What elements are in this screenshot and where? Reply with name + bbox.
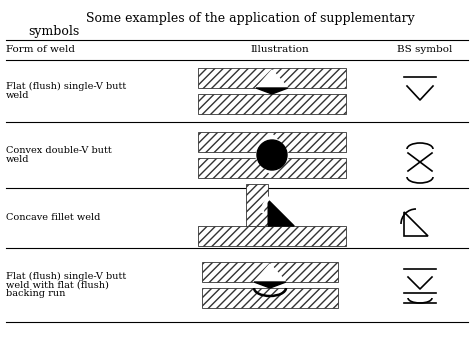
Polygon shape — [256, 158, 288, 176]
Text: symbols: symbols — [28, 25, 79, 38]
Text: Convex double-V butt: Convex double-V butt — [6, 146, 112, 155]
Bar — [198, 158, 346, 178]
Polygon shape — [254, 264, 286, 282]
Polygon shape — [268, 200, 294, 226]
Text: Flat (flush) single-V butt: Flat (flush) single-V butt — [6, 82, 126, 91]
Text: Some examples of the application of supplementary: Some examples of the application of supp… — [86, 12, 414, 25]
Polygon shape — [254, 282, 286, 288]
Polygon shape — [256, 70, 288, 88]
Text: Flat (flush) single-V butt: Flat (flush) single-V butt — [6, 271, 126, 281]
Bar — [198, 68, 346, 88]
Text: weld with flat (flush): weld with flat (flush) — [6, 280, 109, 289]
Text: weld: weld — [6, 91, 29, 100]
Bar — [202, 262, 338, 282]
Bar — [198, 226, 346, 246]
Text: Illustration: Illustration — [251, 45, 310, 55]
Text: weld: weld — [6, 155, 29, 164]
Polygon shape — [256, 88, 288, 94]
Bar — [198, 132, 346, 152]
Text: backing run: backing run — [6, 289, 65, 299]
Text: Form of weld: Form of weld — [6, 45, 75, 55]
Polygon shape — [256, 134, 288, 152]
Ellipse shape — [257, 140, 287, 170]
Bar — [202, 288, 338, 308]
Text: BS symbol: BS symbol — [397, 45, 452, 55]
Bar — [198, 94, 346, 114]
Bar — [246, 184, 268, 226]
Text: Concave fillet weld: Concave fillet weld — [6, 214, 100, 222]
